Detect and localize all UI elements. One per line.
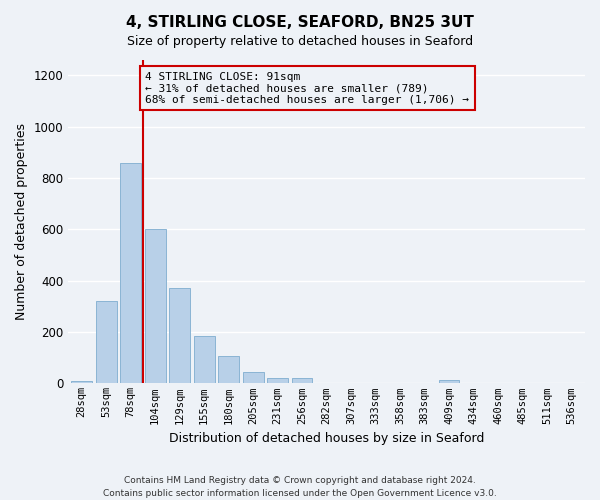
Text: Size of property relative to detached houses in Seaford: Size of property relative to detached ho… [127, 35, 473, 48]
Bar [145, 230, 166, 384]
Bar [292, 378, 313, 384]
X-axis label: Distribution of detached houses by size in Seaford: Distribution of detached houses by size … [169, 432, 484, 445]
Bar [96, 302, 116, 384]
Bar [120, 162, 141, 384]
Y-axis label: Number of detached properties: Number of detached properties [15, 123, 28, 320]
Text: 4 STIRLING CLOSE: 91sqm
← 31% of detached houses are smaller (789)
68% of semi-d: 4 STIRLING CLOSE: 91sqm ← 31% of detache… [145, 72, 469, 104]
Bar [71, 381, 92, 384]
Bar [169, 288, 190, 384]
Text: Contains HM Land Registry data © Crown copyright and database right 2024.
Contai: Contains HM Land Registry data © Crown c… [103, 476, 497, 498]
Bar [267, 378, 288, 384]
Bar [242, 372, 263, 384]
Bar [439, 380, 460, 384]
Text: 4, STIRLING CLOSE, SEAFORD, BN25 3UT: 4, STIRLING CLOSE, SEAFORD, BN25 3UT [126, 15, 474, 30]
Bar [218, 356, 239, 384]
Bar [194, 336, 215, 384]
